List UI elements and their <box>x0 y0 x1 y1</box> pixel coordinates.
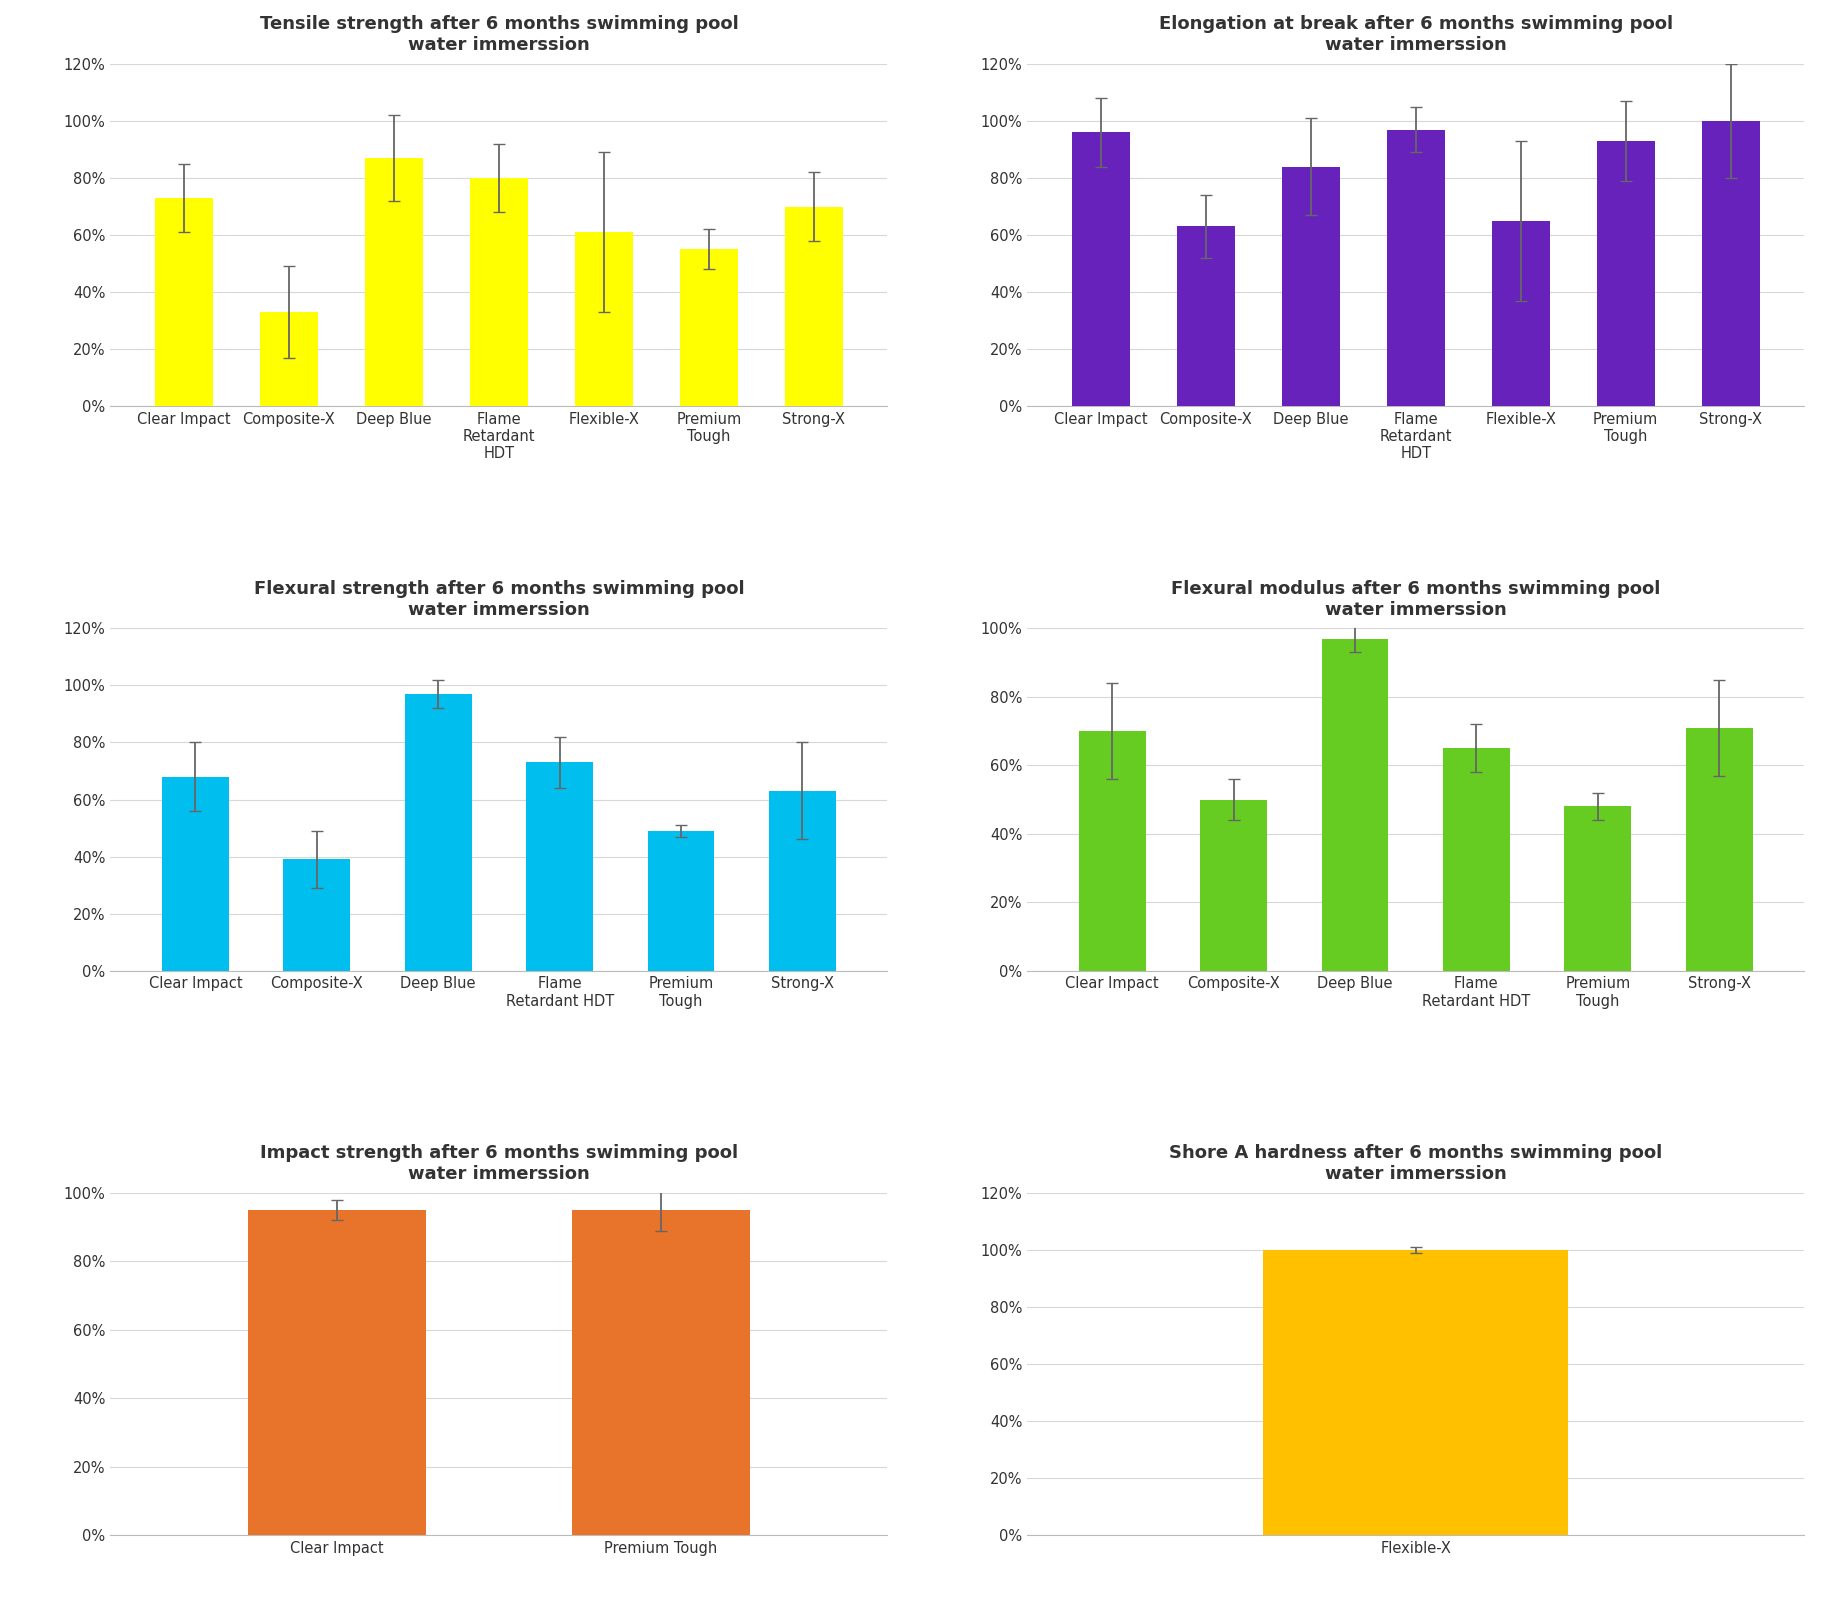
Title: Impact strength after 6 months swimming pool
water immerssion: Impact strength after 6 months swimming … <box>260 1145 738 1183</box>
Bar <box>260 312 318 406</box>
Bar <box>1491 221 1550 406</box>
Bar <box>1596 141 1655 406</box>
Bar <box>574 232 633 406</box>
Bar <box>1565 806 1631 971</box>
Bar <box>1281 166 1340 406</box>
Bar <box>784 206 843 406</box>
Bar <box>162 777 228 971</box>
Bar <box>679 249 738 406</box>
Bar <box>1263 1250 1569 1535</box>
Title: Shore A hardness after 6 months swimming pool
water immerssion: Shore A hardness after 6 months swimming… <box>1169 1145 1662 1183</box>
Bar <box>365 158 423 406</box>
Bar <box>573 1210 749 1535</box>
Title: Tensile strength after 6 months swimming pool
water immerssion: Tensile strength after 6 months swimming… <box>260 16 738 54</box>
Bar <box>155 198 214 406</box>
Bar <box>1176 227 1235 406</box>
Bar <box>1071 133 1130 406</box>
Bar <box>469 177 528 406</box>
Bar <box>648 831 714 971</box>
Bar <box>1686 728 1753 971</box>
Bar <box>1443 748 1510 971</box>
Bar <box>527 763 593 971</box>
Bar <box>1701 122 1760 406</box>
Title: Flexural modulus after 6 months swimming pool
water immerssion: Flexural modulus after 6 months swimming… <box>1171 580 1661 619</box>
Bar <box>405 694 471 971</box>
Bar <box>1200 800 1267 971</box>
Title: Flexural strength after 6 months swimming pool
water immerssion: Flexural strength after 6 months swimmin… <box>254 580 744 619</box>
Bar <box>1386 130 1445 406</box>
Bar <box>770 792 836 971</box>
Bar <box>1322 638 1388 971</box>
Bar <box>249 1210 425 1535</box>
Bar <box>1079 731 1145 971</box>
Title: Elongation at break after 6 months swimming pool
water immerssion: Elongation at break after 6 months swimm… <box>1158 16 1673 54</box>
Bar <box>284 859 350 971</box>
